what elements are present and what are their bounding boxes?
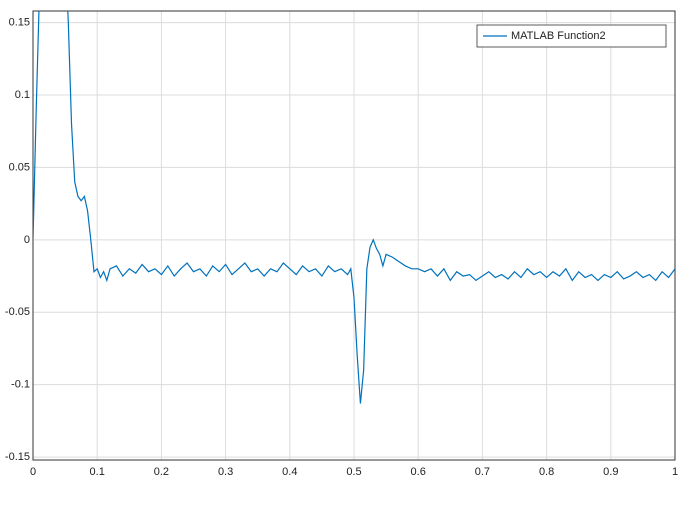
x-tick-label: 0.8 [539,466,554,478]
x-tick-label: 0.5 [346,466,361,478]
x-tick-label: 0.9 [603,466,618,478]
x-tick-label: 0.7 [475,466,490,478]
x-tick-label: 0.1 [90,466,105,478]
y-tick-label: 0 [24,234,30,246]
x-tick-label: 0.6 [411,466,426,478]
y-tick-label: -0.15 [5,451,30,463]
x-tick-label: 0.2 [154,466,169,478]
x-tick-label: 0.4 [282,466,297,478]
data-line [33,11,675,404]
y-tick-label: 0.15 [9,16,30,28]
y-tick-label: 0.1 [15,89,30,101]
y-tick-label: -0.1 [11,379,30,391]
x-tick-label: 0.3 [218,466,233,478]
y-tick-label: -0.05 [5,306,30,318]
legend-box [476,24,667,48]
y-tick-label: 0.05 [9,161,30,173]
x-tick-label: 1 [672,466,678,478]
x-tick-label: 0 [30,466,36,478]
legend-label: MATLAB Function2 [511,30,606,42]
